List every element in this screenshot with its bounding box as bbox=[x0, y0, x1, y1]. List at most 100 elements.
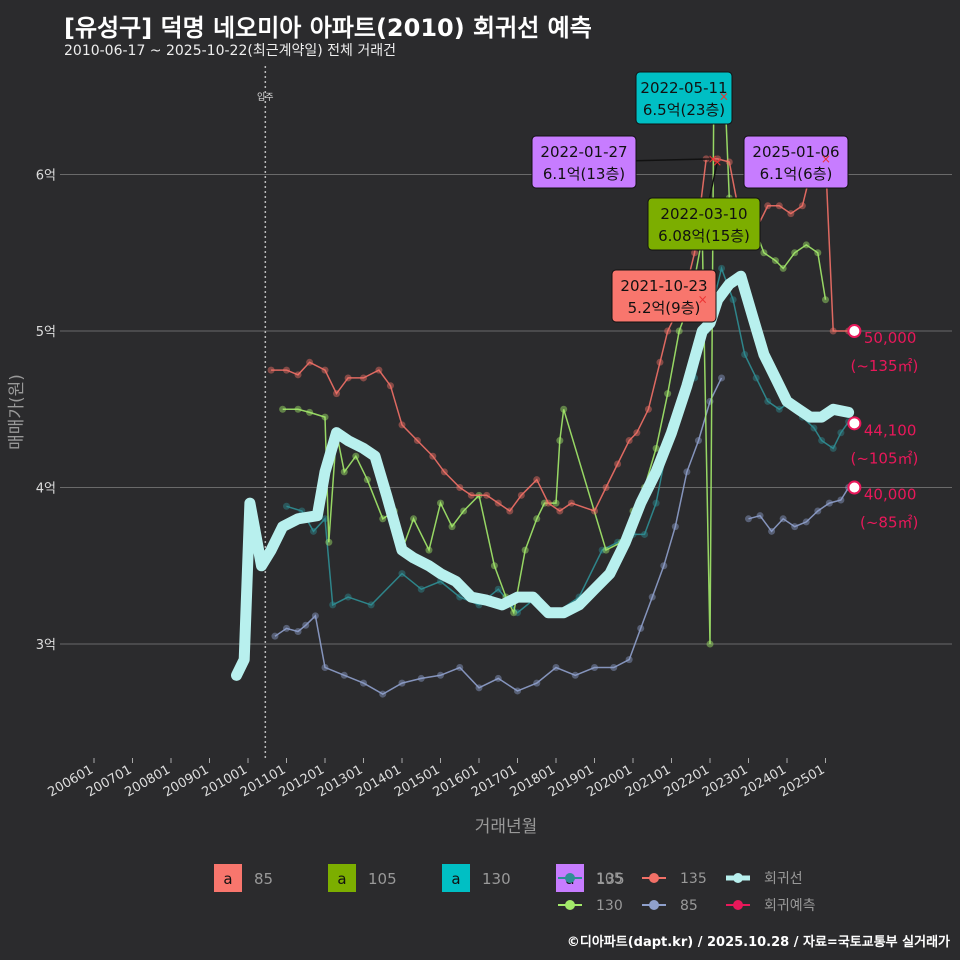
annotation-date: 2025-01-06 bbox=[752, 143, 839, 161]
prediction-area: (~105㎡) bbox=[850, 449, 918, 467]
data-point-105 bbox=[598, 546, 606, 554]
data-point-85b bbox=[745, 515, 752, 523]
annotation-point-mark: × bbox=[719, 89, 729, 103]
data-point-130 bbox=[652, 444, 660, 452]
annotation-date: 2022-01-27 bbox=[540, 143, 627, 161]
series-line-105 bbox=[286, 265, 850, 614]
prediction-value: 44,100 bbox=[864, 421, 917, 439]
annotation-box bbox=[635, 71, 733, 125]
data-point-135 bbox=[483, 491, 491, 499]
legend-line-label: 회귀선 bbox=[764, 871, 803, 887]
data-point-85 bbox=[683, 468, 691, 476]
data-point-85 bbox=[360, 679, 367, 687]
data-point-130 bbox=[664, 390, 672, 398]
data-point-135 bbox=[714, 155, 722, 163]
legend-fill-key-letter: a bbox=[337, 870, 346, 888]
data-point-85 bbox=[671, 523, 679, 531]
data-point-135 bbox=[398, 421, 406, 429]
data-point-85 bbox=[437, 671, 444, 679]
data-point-85 bbox=[271, 632, 279, 640]
data-point-105 bbox=[283, 502, 290, 510]
data-point-85 bbox=[637, 624, 645, 632]
annotation-box bbox=[531, 135, 637, 189]
prediction-marker bbox=[847, 416, 862, 431]
data-point-105 bbox=[494, 585, 502, 593]
data-point-105 bbox=[741, 350, 749, 358]
y-tick-label: 6억 bbox=[36, 169, 56, 184]
annotation-date: 2022-05-11 bbox=[640, 79, 727, 97]
data-point-135 bbox=[456, 484, 464, 491]
data-point-85 bbox=[321, 663, 329, 671]
data-point-130 bbox=[321, 413, 329, 421]
legend-line-key-dot bbox=[733, 873, 743, 883]
data-point-105 bbox=[367, 601, 375, 609]
data-point-85b bbox=[791, 523, 799, 531]
data-point-135 bbox=[691, 249, 699, 257]
data-point-135 bbox=[467, 491, 475, 499]
y-tick-label: 5억 bbox=[36, 325, 56, 340]
legend-line-label: 85 bbox=[680, 898, 698, 914]
data-point-130 bbox=[822, 296, 829, 304]
legend-line-label: 105 bbox=[596, 871, 623, 887]
prediction-value: 40,000 bbox=[864, 486, 917, 504]
data-point-105 bbox=[829, 444, 837, 452]
data-point-135 bbox=[533, 476, 541, 484]
data-point-130 bbox=[510, 609, 518, 617]
data-point-105 bbox=[398, 570, 406, 578]
data-point-130 bbox=[294, 405, 302, 413]
data-point-135 bbox=[644, 405, 652, 413]
data-point-135 bbox=[267, 366, 275, 374]
data-point-130 bbox=[325, 538, 333, 546]
data-point-105 bbox=[641, 530, 649, 538]
data-point-85 bbox=[311, 612, 319, 620]
legend-line-key-dot bbox=[565, 873, 575, 883]
data-point-105 bbox=[718, 264, 726, 272]
data-point-130 bbox=[560, 405, 568, 413]
data-point-135 bbox=[517, 491, 525, 499]
data-point-85 bbox=[475, 684, 483, 692]
data-point-105 bbox=[321, 515, 329, 523]
data-point-130 bbox=[425, 546, 433, 554]
series-line-85 bbox=[274, 377, 723, 695]
legend-line-label: 회귀예측 bbox=[764, 898, 816, 914]
data-point-135 bbox=[664, 327, 672, 335]
y-tick-label: 4억 bbox=[36, 482, 56, 497]
annotation-box bbox=[647, 197, 761, 251]
data-point-135 bbox=[386, 382, 394, 390]
data-point-130 bbox=[437, 499, 444, 507]
data-point-135 bbox=[614, 460, 622, 468]
data-point-130 bbox=[802, 241, 810, 249]
data-point-135 bbox=[506, 507, 514, 515]
data-point-135 bbox=[633, 429, 641, 437]
data-point-135 bbox=[787, 210, 795, 218]
legend-fill-key-letter: a bbox=[451, 870, 460, 888]
data-point-130 bbox=[448, 523, 456, 531]
data-point-135 bbox=[798, 202, 806, 210]
annotation-box bbox=[743, 135, 849, 189]
data-point-130 bbox=[340, 468, 348, 476]
annotation-value: 6.5억(23층) bbox=[643, 101, 725, 119]
data-point-105 bbox=[514, 609, 521, 617]
data-point-85b bbox=[779, 515, 787, 523]
data-point-135 bbox=[375, 366, 383, 374]
data-point-85 bbox=[660, 562, 668, 570]
data-point-135 bbox=[333, 390, 341, 398]
prediction-area: (~135㎡) bbox=[850, 357, 918, 375]
data-point-135 bbox=[591, 507, 598, 515]
annotation-box bbox=[611, 269, 717, 323]
annotation-point-mark: × bbox=[698, 293, 708, 307]
legend-fill-key-letter: a bbox=[223, 870, 232, 888]
data-point-105 bbox=[729, 296, 737, 304]
chart-title: [유성구] 덕명 네오미아 아파트(2010) 회귀선 예측 bbox=[64, 14, 592, 42]
data-point-85 bbox=[379, 690, 387, 698]
data-point-85 bbox=[398, 679, 406, 687]
data-point-135 bbox=[360, 374, 367, 382]
data-point-130 bbox=[556, 437, 564, 445]
data-point-130 bbox=[791, 249, 799, 257]
data-point-130 bbox=[760, 249, 768, 257]
data-point-85 bbox=[591, 663, 598, 671]
data-point-105 bbox=[329, 601, 337, 609]
y-tick-label: 3억 bbox=[36, 638, 56, 653]
data-point-135 bbox=[556, 507, 564, 515]
data-point-130 bbox=[540, 499, 548, 507]
